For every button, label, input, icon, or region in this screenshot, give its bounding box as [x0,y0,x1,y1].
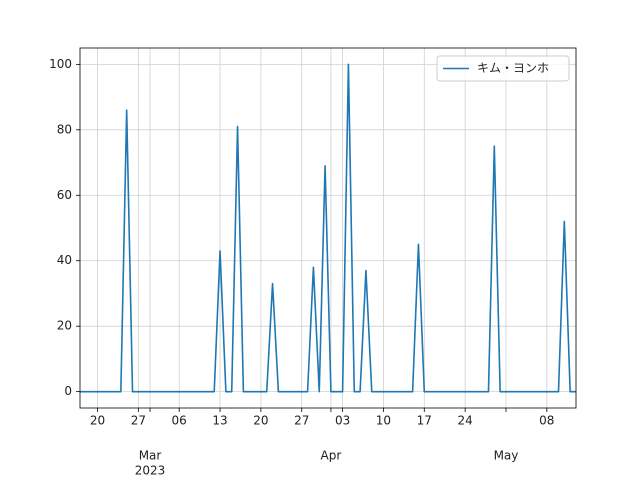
x-tick-label: 17 [417,414,432,428]
x-tick-label: 06 [172,414,187,428]
x-tick-label: 20 [253,414,268,428]
y-tick-label: 20 [57,319,72,333]
x-tick-label: 13 [212,414,227,428]
y-tick-label: 0 [64,384,72,398]
x-tick-label: 24 [457,414,472,428]
x-tick-label: 03 [335,414,350,428]
y-tick-label: 100 [49,57,72,71]
x-tick-label: 27 [294,414,309,428]
legend-box [436,55,570,82]
axes: 0 20 40 60 80 100 20 27 06 13 20 27 03 10 17 24 08 Mar Apr… [49,55,570,478]
legend: キム・ヨンホ [436,55,570,82]
x-tick-label: 27 [131,414,146,428]
y-tick-label: 80 [57,122,72,136]
axes-frame [79,47,577,409]
x-month-label: Mar [139,449,162,463]
x-month-label: May [494,449,519,463]
x-month-label: Apr [321,449,342,463]
x-tick-label: 20 [90,414,105,428]
x-year-label: 2023 [135,464,166,478]
x-tick-label: 10 [376,414,391,428]
y-tick-label: 40 [57,253,72,267]
line-series [80,63,576,393]
y-tick-label: 60 [57,188,72,202]
legend-label: キム・ヨンホ [477,61,549,75]
plot [80,63,576,393]
x-tick-label: 08 [539,414,554,428]
grid [80,48,576,408]
